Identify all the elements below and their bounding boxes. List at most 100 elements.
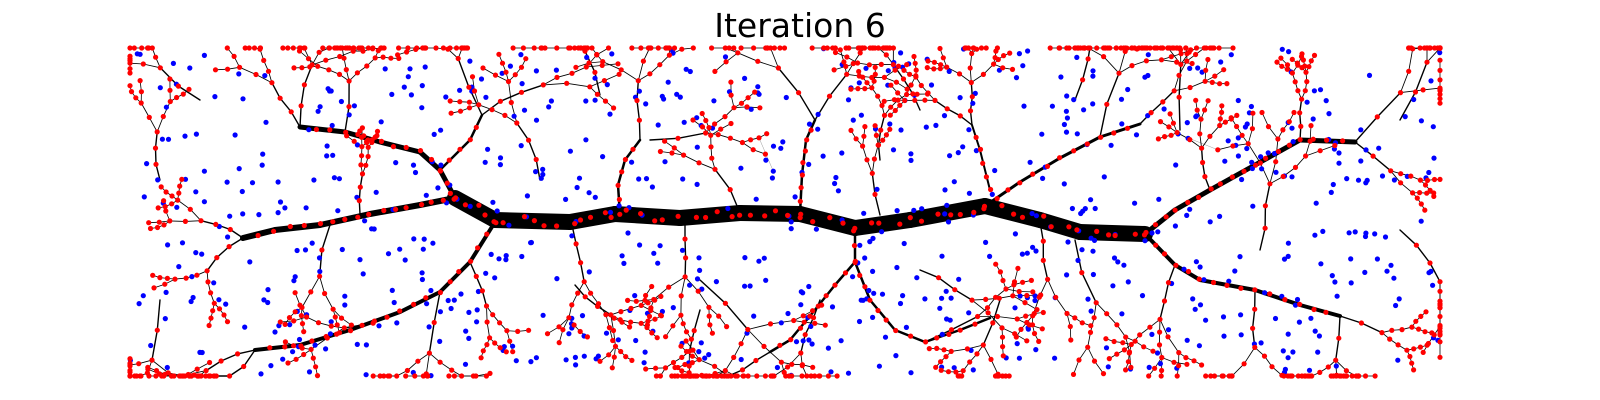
- unreached-node: [800, 338, 806, 344]
- unreached-node: [1088, 197, 1094, 203]
- unreached-node: [948, 295, 954, 301]
- unreached-node: [1376, 145, 1382, 151]
- tree-node: [605, 45, 612, 51]
- tree-node: [1048, 224, 1054, 230]
- unreached-node: [681, 119, 687, 125]
- tree-node: [1053, 294, 1059, 300]
- tree-node: [913, 73, 919, 79]
- tree-node: [459, 373, 465, 379]
- unreached-node: [643, 176, 650, 182]
- branch-edge: [324, 293, 334, 310]
- unreached-node: [1382, 234, 1389, 240]
- branch-edge: [255, 74, 273, 84]
- tree-node: [384, 314, 390, 320]
- tree-node: [1262, 203, 1268, 209]
- tree-node: [175, 197, 181, 203]
- tree-node: [358, 162, 364, 168]
- tree-node: [712, 166, 718, 172]
- tree-node: [1176, 363, 1182, 369]
- tree-node: [155, 205, 161, 211]
- unreached-node: [1265, 150, 1271, 156]
- tree-node: [1422, 182, 1429, 188]
- unreached-node: [1090, 68, 1096, 74]
- tree-node: [871, 78, 877, 84]
- tree-node: [924, 91, 931, 97]
- unreached-node: [1187, 206, 1193, 212]
- tree-node: [1208, 373, 1214, 379]
- tree-node: [948, 327, 955, 333]
- tree-node: [431, 319, 437, 326]
- unreached-node: [1142, 74, 1148, 80]
- tree-node: [671, 145, 677, 151]
- tree-node: [1167, 45, 1173, 51]
- tree-node: [138, 100, 144, 106]
- tree-node: [302, 45, 308, 51]
- unreached-node: [966, 127, 972, 133]
- unreached-node: [1197, 264, 1203, 270]
- unreached-node: [1320, 228, 1326, 234]
- tree-node: [1091, 358, 1098, 364]
- tree-node: [753, 357, 759, 364]
- unreached-node: [438, 127, 444, 133]
- tree-node: [999, 325, 1005, 331]
- tree-node: [612, 343, 619, 349]
- tree-node: [194, 366, 200, 372]
- tree-node: [1229, 174, 1235, 180]
- unreached-node: [424, 301, 430, 307]
- tree-node: [1409, 324, 1415, 330]
- tree-node: [292, 309, 298, 315]
- tree-node: [127, 45, 133, 51]
- trunk-edge: [979, 149, 991, 191]
- tree-node: [669, 150, 675, 156]
- unreached-node: [378, 119, 384, 125]
- unreached-node: [713, 279, 720, 285]
- tree-node: [1311, 52, 1318, 59]
- trunk-edge: [607, 206, 688, 226]
- tree-node: [1066, 224, 1072, 230]
- unreached-node: [1075, 257, 1081, 263]
- tree-node: [489, 107, 495, 113]
- tree-node: [699, 124, 706, 130]
- tree-node: [714, 209, 720, 215]
- tree-node: [470, 373, 476, 379]
- unreached-node: [412, 169, 419, 176]
- tree-node: [1417, 190, 1423, 196]
- tree-node: [526, 327, 532, 333]
- unreached-node: [1262, 290, 1268, 296]
- tree-node: [1418, 313, 1424, 319]
- tree-node: [554, 223, 560, 229]
- unreached-node: [1244, 121, 1250, 127]
- tree-node: [1174, 373, 1180, 379]
- tree-node: [844, 71, 850, 77]
- tree-node: [186, 86, 192, 92]
- tree-node: [1437, 339, 1443, 345]
- tree-node: [1252, 306, 1258, 312]
- tree-node: [484, 342, 490, 348]
- unreached-node: [1103, 345, 1110, 351]
- trunk-edge: [1253, 288, 1302, 307]
- unreached-node: [1092, 205, 1098, 212]
- unreached-node: [866, 287, 872, 294]
- tree-node: [1344, 373, 1350, 379]
- tree-node: [221, 312, 227, 318]
- tree-node: [1121, 347, 1127, 353]
- tree-node: [381, 45, 387, 51]
- unreached-node: [858, 112, 865, 118]
- tree-node: [218, 358, 224, 364]
- tree-node: [810, 364, 816, 370]
- unreached-node: [294, 247, 300, 254]
- branch-edge: [1399, 229, 1418, 246]
- tree-node: [575, 290, 581, 296]
- branch-edge: [1251, 308, 1256, 329]
- tree-node: [140, 61, 146, 67]
- unreached-node: [894, 208, 900, 214]
- branch-edge: [527, 139, 537, 161]
- tree-node: [453, 195, 459, 201]
- unreached-node: [780, 139, 786, 145]
- tree-node: [484, 231, 490, 237]
- tree-node: [157, 275, 163, 281]
- unreached-node: [1248, 103, 1254, 110]
- tree-node: [214, 255, 220, 261]
- tree-node: [1410, 190, 1416, 196]
- branch-edge: [1099, 103, 1108, 138]
